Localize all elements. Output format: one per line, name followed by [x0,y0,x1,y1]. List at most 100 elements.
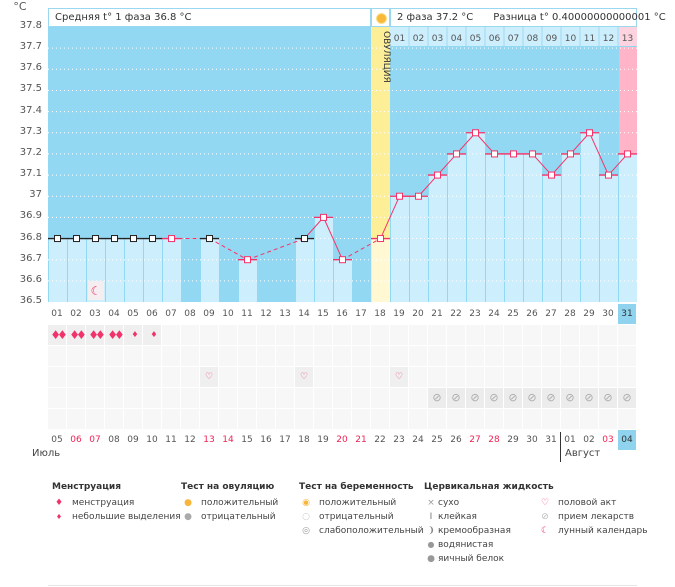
empty-cell[interactable] [390,388,408,408]
empty-cell[interactable] [162,409,180,429]
empty-cell[interactable] [542,409,560,429]
empty-cell[interactable] [428,409,446,429]
empty-cell[interactable] [86,388,104,408]
empty-cell[interactable] [542,346,560,366]
empty-cell[interactable] [333,346,351,366]
empty-cell[interactable] [219,346,237,366]
pill-icon[interactable]: ⊘ [466,388,484,408]
empty-cell[interactable] [276,325,294,345]
empty-cell[interactable] [86,409,104,429]
empty-cell[interactable] [466,367,484,387]
empty-cell[interactable] [162,346,180,366]
heavy-drop-icon[interactable]: ♦♦ [86,325,106,345]
empty-cell[interactable] [333,388,351,408]
empty-cell[interactable] [618,346,636,366]
heart-icon[interactable]: ♡ [200,367,218,387]
empty-cell[interactable] [181,388,199,408]
pill-icon[interactable]: ⊘ [485,388,503,408]
light-drop-icon[interactable]: ♦ [143,325,161,345]
empty-cell[interactable] [143,388,161,408]
empty-cell[interactable] [48,367,66,387]
empty-cell[interactable] [276,367,294,387]
empty-cell[interactable] [523,367,541,387]
empty-cell[interactable] [542,367,560,387]
empty-cell[interactable] [257,346,275,366]
pill-icon[interactable]: ⊘ [599,388,617,408]
empty-cell[interactable] [580,346,598,366]
empty-cell[interactable] [162,388,180,408]
empty-cell[interactable] [409,325,427,345]
heart-icon[interactable]: ♡ [390,367,408,387]
heavy-drop-icon[interactable]: ♦♦ [48,325,68,345]
empty-cell[interactable] [523,325,541,345]
heart-icon[interactable]: ♡ [295,367,313,387]
empty-cell[interactable] [371,388,389,408]
empty-cell[interactable] [200,409,218,429]
empty-cell[interactable] [48,388,66,408]
empty-cell[interactable] [485,325,503,345]
empty-cell[interactable] [466,409,484,429]
empty-cell[interactable] [295,346,313,366]
empty-cell[interactable] [295,388,313,408]
empty-cell[interactable] [352,325,370,345]
empty-cell[interactable] [390,346,408,366]
empty-cell[interactable] [580,325,598,345]
empty-cell[interactable] [181,346,199,366]
pill-icon[interactable]: ⊘ [504,388,522,408]
empty-cell[interactable] [409,346,427,366]
empty-cell[interactable] [485,367,503,387]
empty-cell[interactable] [542,325,560,345]
empty-cell[interactable] [219,388,237,408]
empty-cell[interactable] [143,409,161,429]
empty-cell[interactable] [314,346,332,366]
empty-cell[interactable] [143,367,161,387]
empty-cell[interactable] [485,346,503,366]
empty-cell[interactable] [447,325,465,345]
empty-cell[interactable] [618,409,636,429]
empty-cell[interactable] [67,367,85,387]
empty-cell[interactable] [447,367,465,387]
empty-cell[interactable] [618,325,636,345]
empty-cell[interactable] [181,325,199,345]
pill-icon[interactable]: ⊘ [561,388,579,408]
empty-cell[interactable] [86,346,104,366]
empty-cell[interactable] [561,409,579,429]
empty-cell[interactable] [428,346,446,366]
empty-cell[interactable] [295,325,313,345]
empty-cell[interactable] [333,325,351,345]
empty-cell[interactable] [219,409,237,429]
empty-cell[interactable] [428,367,446,387]
empty-cell[interactable] [580,367,598,387]
empty-cell[interactable] [238,388,256,408]
empty-cell[interactable] [371,346,389,366]
empty-cell[interactable] [561,346,579,366]
empty-cell[interactable] [276,409,294,429]
empty-cell[interactable] [295,409,313,429]
empty-cell[interactable] [86,367,104,387]
empty-cell[interactable] [580,409,598,429]
empty-cell[interactable] [124,409,142,429]
empty-cell[interactable] [105,409,123,429]
empty-cell[interactable] [333,409,351,429]
pill-icon[interactable]: ⊘ [542,388,560,408]
empty-cell[interactable] [105,346,123,366]
empty-cell[interactable] [219,367,237,387]
empty-cell[interactable] [314,367,332,387]
heavy-drop-icon[interactable]: ♦♦ [67,325,87,345]
light-drop-icon[interactable]: ♦ [124,325,142,345]
empty-cell[interactable] [257,367,275,387]
pill-icon[interactable]: ⊘ [447,388,465,408]
empty-cell[interactable] [599,346,617,366]
empty-cell[interactable] [48,346,66,366]
empty-cell[interactable] [124,346,142,366]
empty-cell[interactable] [409,388,427,408]
empty-cell[interactable] [504,409,522,429]
empty-cell[interactable] [314,388,332,408]
pill-icon[interactable]: ⊘ [523,388,541,408]
pill-icon[interactable]: ⊘ [618,388,636,408]
empty-cell[interactable] [428,325,446,345]
empty-cell[interactable] [314,409,332,429]
empty-cell[interactable] [352,367,370,387]
pill-icon[interactable]: ⊘ [428,388,446,408]
empty-cell[interactable] [219,325,237,345]
